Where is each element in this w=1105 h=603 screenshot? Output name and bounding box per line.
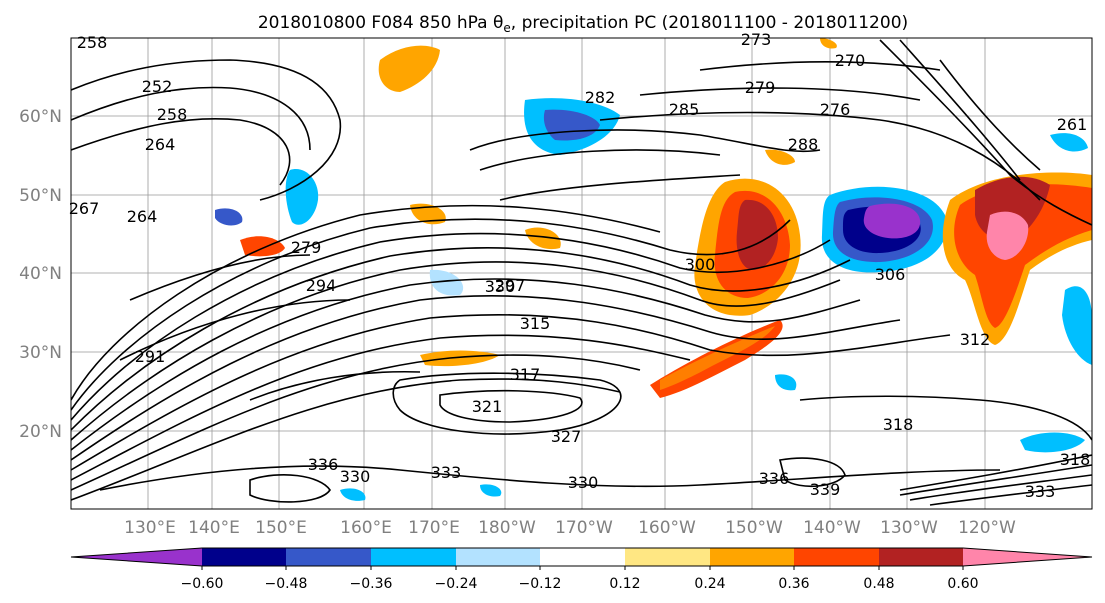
lon-label: 180°W: [478, 518, 536, 538]
lon-label: 140°W: [803, 518, 861, 538]
colorbar-tick-label: 0.12: [609, 576, 640, 592]
contour-label: 267: [69, 199, 100, 218]
lon-label: 140°E: [188, 518, 240, 538]
lon-label: 170°W: [555, 518, 613, 538]
colorbar-tick-label: −0.12: [519, 576, 562, 592]
contour-label: 336: [308, 455, 339, 474]
map-frame: [70, 37, 1093, 510]
contour-label: 336: [759, 469, 790, 488]
colorbar-tick-label: 0.48: [863, 576, 894, 592]
colorbar-swatch: [456, 548, 540, 566]
colorbar: −0.60 −0.48 −0.36 −0.24 −0.12 0.12 0.24 0.36 0.4…: [70, 547, 1093, 592]
lon-label: 160°W: [638, 518, 696, 538]
colorbar-swatch: [710, 548, 794, 566]
contour-label: 294: [306, 276, 337, 295]
latitude-labels: 60°N 50°N 40°N 30°N 20°N: [19, 107, 62, 442]
colorbar-swatch: [625, 548, 710, 566]
figure-title: 2018010800 F084 850 hPa θe, precipitatio…: [258, 13, 908, 35]
colorbar-tick-label: 0.36: [778, 576, 809, 592]
colorbar-swatch: [286, 548, 371, 566]
lon-label: 150°W: [725, 518, 783, 538]
lon-label: 130°W: [880, 518, 938, 538]
contour-label: 291: [135, 347, 166, 366]
contour-label: 270: [835, 51, 866, 70]
contour-label: 318: [883, 415, 914, 434]
lon-label: 170°E: [408, 518, 460, 538]
lat-label: 20°N: [19, 422, 62, 442]
contour-label: 312: [960, 330, 991, 349]
contour-label: 330: [340, 467, 371, 486]
colorbar-swatch: [879, 548, 963, 566]
contour-label: 315: [520, 314, 551, 333]
contour-label: 330: [568, 473, 599, 492]
contour-label: 321: [472, 397, 503, 416]
colorbar-tick-label: −0.48: [265, 576, 308, 592]
colorbar-tick-label: −0.60: [181, 576, 224, 592]
colorbar-tick-label: −0.36: [350, 576, 393, 592]
map-panel: 258 252 258 264 264 267 279 294 291 297 315 317 321 3…: [69, 30, 1093, 510]
colorbar-swatch: [371, 548, 456, 566]
contour-label: 330: [485, 277, 516, 296]
contour-label: 282: [585, 88, 616, 107]
contour-label: 261: [1057, 115, 1088, 134]
contour-label: 306: [875, 265, 906, 284]
contour-label: 285: [669, 100, 700, 119]
lon-label: 150°E: [255, 518, 307, 538]
colorbar-swatch: [71, 548, 202, 566]
contour-label: 276: [820, 100, 851, 119]
contour-labels: 258 252 258 264 264 267 279 294 291 297 315 317 321 3…: [69, 30, 1091, 501]
contour-label: 333: [431, 463, 462, 482]
contour-label: 318: [1060, 450, 1091, 469]
contour-label: 264: [127, 207, 158, 226]
lon-label: 120°W: [958, 518, 1016, 538]
contour-label: 258: [77, 33, 108, 52]
lon-label: 160°E: [340, 518, 392, 538]
contour-label: 339: [810, 480, 841, 499]
contour-label: 317: [510, 365, 541, 384]
colorbar-tick-label: 0.24: [694, 576, 725, 592]
contour-label: 264: [145, 135, 176, 154]
colorbar-swatch: [202, 548, 286, 566]
contour-label: 279: [291, 238, 322, 257]
theta-e-contours: [71, 39, 1092, 506]
colorbar-swatch: [794, 548, 879, 566]
contour-label: 327: [551, 427, 582, 446]
colorbar-tick-label: −0.24: [435, 576, 478, 592]
contour-label: 288: [788, 135, 819, 154]
colorbar-tick-label: 0.60: [947, 576, 978, 592]
longitude-labels: 130°E 140°E 150°E 160°E 170°E 180°W 170°W 160°W…: [124, 518, 1016, 538]
colorbar-swatch: [540, 548, 625, 566]
contour-label: 273: [741, 30, 772, 49]
contour-label: 297: [495, 276, 526, 295]
lat-label: 60°N: [19, 107, 62, 127]
lat-label: 50°N: [19, 186, 62, 206]
lat-label: 30°N: [19, 343, 62, 363]
contour-label: 279: [745, 78, 776, 97]
lon-label: 130°E: [124, 518, 176, 538]
contour-label: 300: [685, 255, 716, 274]
lat-label: 40°N: [19, 264, 62, 284]
contour-label: 333: [1025, 482, 1056, 501]
contour-label: 258: [157, 105, 188, 124]
colorbar-swatch: [963, 548, 1092, 566]
contour-label: 252: [142, 77, 173, 96]
